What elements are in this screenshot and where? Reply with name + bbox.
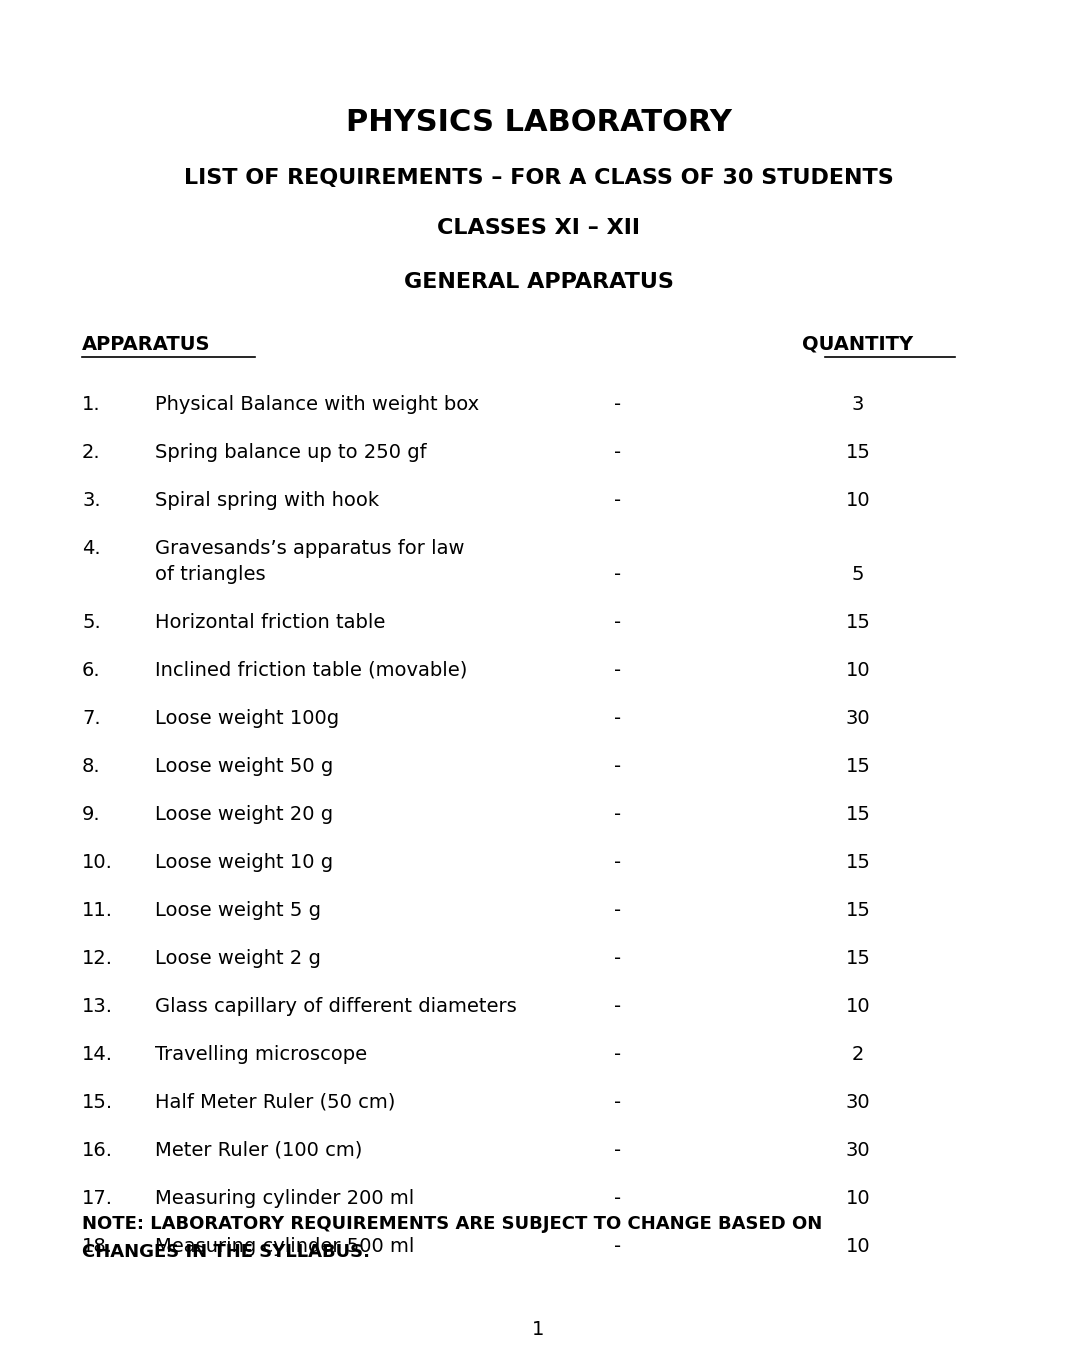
Text: -: - — [615, 1188, 621, 1209]
Text: -: - — [615, 661, 621, 680]
Text: Loose weight 2 g: Loose weight 2 g — [155, 948, 321, 967]
Text: 15: 15 — [845, 612, 870, 631]
Text: -: - — [615, 443, 621, 462]
Text: 8.: 8. — [82, 757, 100, 776]
Text: PHYSICS LABORATORY: PHYSICS LABORATORY — [346, 108, 731, 137]
Text: 2: 2 — [852, 1045, 864, 1064]
Text: 15.: 15. — [82, 1093, 113, 1112]
Text: of triangles: of triangles — [155, 565, 266, 584]
Text: -: - — [615, 997, 621, 1016]
Text: 1: 1 — [532, 1320, 545, 1339]
Text: NOTE: LABORATORY REQUIREMENTS ARE SUBJECT TO CHANGE BASED ON: NOTE: LABORATORY REQUIREMENTS ARE SUBJEC… — [82, 1215, 822, 1233]
Text: Horizontal friction table: Horizontal friction table — [155, 612, 386, 631]
Text: 10.: 10. — [82, 854, 113, 873]
Text: -: - — [615, 491, 621, 509]
Text: -: - — [615, 1045, 621, 1064]
Text: Loose weight 10 g: Loose weight 10 g — [155, 854, 333, 873]
Text: 18.: 18. — [82, 1237, 113, 1256]
Text: Loose weight 5 g: Loose weight 5 g — [155, 901, 321, 920]
Text: CLASSES XI – XII: CLASSES XI – XII — [437, 218, 640, 238]
Text: -: - — [615, 565, 621, 584]
Text: Inclined friction table (movable): Inclined friction table (movable) — [155, 661, 467, 680]
Text: 17.: 17. — [82, 1188, 113, 1209]
Text: Spiral spring with hook: Spiral spring with hook — [155, 491, 379, 509]
Text: 13.: 13. — [82, 997, 113, 1016]
Text: Loose weight 100g: Loose weight 100g — [155, 709, 339, 728]
Text: Spring balance up to 250 gf: Spring balance up to 250 gf — [155, 443, 426, 462]
Text: -: - — [615, 901, 621, 920]
Text: 15: 15 — [845, 757, 870, 776]
Text: Measuring cylinder 500 ml: Measuring cylinder 500 ml — [155, 1237, 415, 1256]
Text: CHANGES IN THE SYLLABUS.: CHANGES IN THE SYLLABUS. — [82, 1243, 370, 1262]
Text: Travelling microscope: Travelling microscope — [155, 1045, 367, 1064]
Text: -: - — [615, 948, 621, 967]
Text: 1.: 1. — [82, 396, 100, 415]
Text: Gravesands’s apparatus for law: Gravesands’s apparatus for law — [155, 539, 464, 558]
Text: 30: 30 — [845, 1093, 870, 1112]
Text: -: - — [615, 1237, 621, 1256]
Text: LIST OF REQUIREMENTS – FOR A CLASS OF 30 STUDENTS: LIST OF REQUIREMENTS – FOR A CLASS OF 30… — [183, 168, 894, 188]
Text: 9.: 9. — [82, 805, 100, 824]
Text: 6.: 6. — [82, 661, 100, 680]
Text: 10: 10 — [845, 491, 870, 509]
Text: 16.: 16. — [82, 1141, 113, 1160]
Text: Half Meter Ruler (50 cm): Half Meter Ruler (50 cm) — [155, 1093, 395, 1112]
Text: 10: 10 — [845, 1188, 870, 1209]
Text: 30: 30 — [845, 709, 870, 728]
Text: 2.: 2. — [82, 443, 100, 462]
Text: 11.: 11. — [82, 901, 113, 920]
Text: 15: 15 — [845, 854, 870, 873]
Text: 7.: 7. — [82, 709, 100, 728]
Text: -: - — [615, 805, 621, 824]
Text: Glass capillary of different diameters: Glass capillary of different diameters — [155, 997, 517, 1016]
Text: -: - — [615, 1093, 621, 1112]
Text: 3: 3 — [852, 396, 864, 415]
Text: QUANTITY: QUANTITY — [802, 335, 913, 354]
Text: APPARATUS: APPARATUS — [82, 335, 210, 354]
Text: 15: 15 — [845, 805, 870, 824]
Text: -: - — [615, 612, 621, 631]
Text: 10: 10 — [845, 997, 870, 1016]
Text: 10: 10 — [845, 661, 870, 680]
Text: -: - — [615, 757, 621, 776]
Text: 14.: 14. — [82, 1045, 113, 1064]
Text: 15: 15 — [845, 443, 870, 462]
Text: 10: 10 — [845, 1237, 870, 1256]
Text: Loose weight 20 g: Loose weight 20 g — [155, 805, 333, 824]
Text: -: - — [615, 396, 621, 415]
Text: 15: 15 — [845, 948, 870, 967]
Text: Measuring cylinder 200 ml: Measuring cylinder 200 ml — [155, 1188, 415, 1209]
Text: 5.: 5. — [82, 612, 101, 631]
Text: 12.: 12. — [82, 948, 113, 967]
Text: 5: 5 — [852, 565, 864, 584]
Text: 15: 15 — [845, 901, 870, 920]
Text: Meter Ruler (100 cm): Meter Ruler (100 cm) — [155, 1141, 362, 1160]
Text: GENERAL APPARATUS: GENERAL APPARATUS — [404, 272, 673, 291]
Text: 30: 30 — [845, 1141, 870, 1160]
Text: 4.: 4. — [82, 539, 100, 558]
Text: 3.: 3. — [82, 491, 100, 509]
Text: Physical Balance with weight box: Physical Balance with weight box — [155, 396, 479, 415]
Text: -: - — [615, 854, 621, 873]
Text: -: - — [615, 1141, 621, 1160]
Text: -: - — [615, 709, 621, 728]
Text: Loose weight 50 g: Loose weight 50 g — [155, 757, 333, 776]
